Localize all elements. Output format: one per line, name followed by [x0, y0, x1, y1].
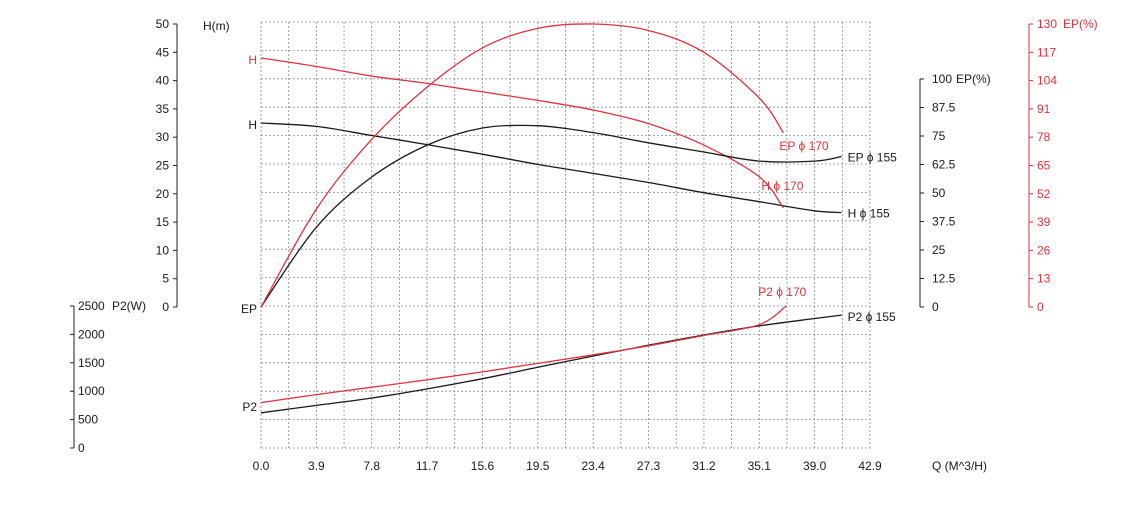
x-tick-label: 15.6 [471, 459, 495, 473]
power-axis-title: P2(W) [112, 299, 146, 313]
eff-red-tick-label: 117 [1037, 45, 1056, 59]
series-line-h-170 [260, 57, 784, 209]
series-line-p2-155 [260, 314, 842, 414]
left-label-ep: EP [241, 302, 257, 316]
power-tick-label: 500 [78, 413, 98, 427]
power-tick-label: 1000 [78, 384, 105, 398]
eff-black-tick-label: 50 [932, 186, 946, 200]
eff-red-tick-label: 91 [1037, 102, 1051, 116]
eff-black-tick-label: 12.5 [932, 272, 956, 286]
head-tick-label: 10 [156, 243, 170, 257]
left-label-p2: P2 [242, 400, 257, 414]
head-tick-label: 40 [156, 74, 170, 88]
eff-red-tick-label: 26 [1037, 243, 1051, 257]
left-label-h-black: H [248, 118, 257, 132]
head-tick-label: 15 [156, 215, 170, 229]
x-tick-label: 7.8 [363, 459, 380, 473]
x-tick-label: 0.0 [253, 459, 270, 473]
power-tick-label: 2500 [78, 299, 105, 313]
power-tick-label: 2000 [78, 327, 105, 341]
eff-red-tick-label: 104 [1037, 74, 1057, 88]
eff-black-tick-label: 62.5 [932, 158, 956, 172]
grid [260, 21, 871, 449]
x-tick-label: 35.1 [748, 459, 772, 473]
eff-red-tick-label: 52 [1037, 187, 1051, 201]
series-label-ep-170: EP ϕ 170 [779, 139, 829, 153]
labels: H H EP P2 H ϕ 155 H ϕ 170 EP ϕ 155 EP ϕ 170 P2 ϕ… [241, 53, 897, 414]
eff-red-tick-label: 0 [1037, 300, 1044, 314]
eff-red-tick-label: 78 [1037, 130, 1051, 144]
eff-red-tick-label: 13 [1037, 272, 1051, 286]
head-tick-label: 5 [162, 272, 169, 286]
x-tick-label: 3.9 [308, 459, 325, 473]
eff-red-axis-title: EP(%) [1063, 17, 1098, 31]
eff-red-tick-label: 130 [1037, 17, 1057, 31]
series-label-ep-155: EP ϕ 155 [848, 151, 898, 165]
eff-black-tick-label: 75 [932, 129, 946, 143]
series-line-p2-170 [260, 305, 787, 404]
series-line-ep-155 [260, 124, 842, 308]
head-tick-label: 45 [156, 45, 170, 59]
eff-black-tick-label: 100 [932, 72, 952, 86]
series-line-h-155 [260, 122, 842, 214]
x-tick-label: 39.0 [803, 459, 827, 473]
eff-black-tick-label: 25 [932, 243, 946, 257]
x-tick-label: 42.9 [858, 459, 882, 473]
head-tick-label: 25 [156, 159, 170, 173]
x-tick-label: 23.4 [582, 459, 606, 473]
eff-red-tick-label: 65 [1037, 159, 1051, 173]
x-axis-label: Q (M^3/H) [932, 459, 987, 473]
series-label-h-170: H ϕ 170 [761, 179, 803, 193]
x-tick-label: 27.3 [637, 459, 661, 473]
series-line-ep-170 [260, 23, 784, 308]
x-tick-label: 31.2 [692, 459, 716, 473]
series-label-p2-170: P2 ϕ 170 [758, 285, 806, 299]
eff-black-axis-title: EP(%) [956, 72, 991, 86]
head-tick-label: 0 [162, 300, 169, 314]
eff-black-tick-label: 87.5 [932, 101, 956, 115]
power-tick-label: 0 [78, 441, 85, 455]
series-label-p2-155: P2 ϕ 155 [848, 310, 896, 324]
eff-black-tick-label: 37.5 [932, 215, 956, 229]
eff-red-tick-label: 39 [1037, 215, 1051, 229]
power-tick-label: 1500 [78, 356, 105, 370]
head-tick-label: 20 [156, 187, 170, 201]
head-tick-label: 30 [156, 130, 170, 144]
series-label-h-155: H ϕ 155 [848, 206, 890, 220]
x-tick-label: 11.7 [416, 459, 439, 473]
head-tick-label: 35 [156, 102, 170, 116]
series-lines [260, 23, 842, 414]
head-tick-label: 50 [156, 17, 170, 31]
x-tick-label: 19.5 [526, 459, 550, 473]
left-label-h-red: H [248, 53, 257, 67]
axes: 0.0 3.9 7.8 11.7 15.6 19.5 23.4 27.3 31.2 35.1 39.… [70, 17, 1098, 473]
head-axis-title: H(m) [203, 19, 230, 33]
eff-black-tick-label: 0 [932, 300, 939, 314]
